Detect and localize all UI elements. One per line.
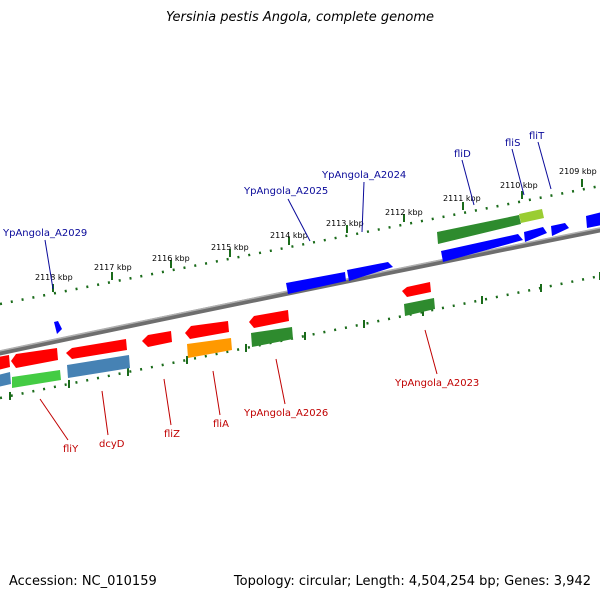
gene-arrow-fliD-2[interactable] xyxy=(437,215,521,244)
kbp-label: 2114 kbp xyxy=(270,231,308,240)
gene-arrow-A2026-green[interactable] xyxy=(251,327,293,347)
gene-label[interactable]: YpAngola_A2025 xyxy=(243,186,328,197)
gene-label[interactable]: fliS xyxy=(505,138,520,149)
kbp-label: 2115 kbp xyxy=(211,243,249,252)
gene-arrow-dcyD-red[interactable] xyxy=(66,339,127,359)
forward-gene-arrows xyxy=(54,212,600,334)
gene-arrow-fliS[interactable] xyxy=(524,227,547,242)
gene-label[interactable]: dcyD xyxy=(99,439,125,450)
gene-arrow-dcyD-steel[interactable] xyxy=(67,355,130,378)
accession-text: Accession: NC_010159 xyxy=(9,574,157,589)
gene-label[interactable]: YpAngola_A2029 xyxy=(2,228,87,239)
leader-dcyD xyxy=(101,390,109,436)
map-title: Yersinia pestis Angola, complete genome xyxy=(166,10,434,25)
gene-arrow-fliA-orange[interactable] xyxy=(187,338,232,358)
kbp-label: 2118 kbp xyxy=(35,273,73,282)
leader-A2026 xyxy=(275,358,286,405)
kbp-label: 2112 kbp xyxy=(385,208,423,217)
leader-A2029 xyxy=(44,239,54,290)
forward-green-genes xyxy=(437,209,544,244)
gene-arrow-A2026-red[interactable] xyxy=(249,310,289,328)
gene-arrow-A2025[interactable] xyxy=(286,272,346,294)
gene-arrow-A2023-red[interactable] xyxy=(402,282,431,297)
leader-fliT xyxy=(537,141,552,190)
kbp-label: 2110 kbp xyxy=(500,181,538,190)
gene-arrow-fliA-red[interactable] xyxy=(185,321,229,339)
leader-fliZ xyxy=(163,378,172,426)
gene-label[interactable]: fliZ xyxy=(164,429,180,440)
leader-A2023 xyxy=(424,329,438,375)
gene-arrow-fliY-green[interactable] xyxy=(12,370,61,388)
leader-fliS xyxy=(511,148,525,196)
gene-label[interactable]: YpAngola_A2026 xyxy=(243,408,328,419)
kbp-label: 2117 kbp xyxy=(94,263,132,272)
kbp-label: 2116 kbp xyxy=(152,254,190,263)
leader-fliY xyxy=(39,398,69,441)
gene-arrow-rev-edge1[interactable] xyxy=(0,355,10,370)
reverse-gene-labels: fliY dcyD fliZ fliA YpAngola_A2026 YpAng… xyxy=(63,378,479,455)
gene-label[interactable]: YpAngola_A2024 xyxy=(321,170,406,181)
gene-label[interactable]: fliD xyxy=(454,149,471,160)
kbp-label: 2113 kbp xyxy=(326,219,364,228)
gene-arrow-A2029[interactable] xyxy=(54,321,62,334)
kbp-label: 2111 kbp xyxy=(443,194,481,203)
genome-summary-text: Topology: circular; Length: 4,504,254 bp… xyxy=(233,574,591,589)
gene-label[interactable]: fliT xyxy=(529,131,545,142)
gene-arrow-rev-edge2[interactable] xyxy=(0,372,11,387)
leader-A2024 xyxy=(361,181,365,233)
gene-arrow-fliT[interactable] xyxy=(551,223,569,236)
label-leaders xyxy=(39,141,552,441)
leader-fliA xyxy=(212,370,221,416)
gene-label[interactable]: YpAngola_A2023 xyxy=(394,378,479,389)
leader-fliD xyxy=(461,159,475,206)
gene-arrow-fliY-red[interactable] xyxy=(11,348,58,368)
chromosome-backbone-highlight xyxy=(0,227,600,352)
reverse-scale-track xyxy=(0,274,600,400)
gene-arrow-fliZ[interactable] xyxy=(142,331,172,347)
kbp-labels: 2109 kbp 2110 kbp 2111 kbp 2112 kbp 2113 kbp… xyxy=(35,167,597,282)
kbp-ticks xyxy=(52,179,583,292)
gene-arrow-edge[interactable] xyxy=(586,212,600,228)
reverse-gene-arrows xyxy=(0,282,435,388)
gene-arrow-A2023-green[interactable] xyxy=(404,298,435,316)
kbp-label: 2109 kbp xyxy=(559,167,597,176)
forward-gene-labels: YpAngola_A2029 YpAngola_A2025 YpAngola_A… xyxy=(2,131,545,239)
gene-arrow-A2024[interactable] xyxy=(347,262,393,281)
gene-arrow-fliS-2[interactable] xyxy=(519,209,544,223)
gene-label[interactable]: fliA xyxy=(213,419,229,430)
chromosome-backbone xyxy=(0,227,600,356)
gene-label[interactable]: fliY xyxy=(63,444,79,455)
leader-A2025 xyxy=(287,198,311,242)
gene-arrow-fliD-1[interactable] xyxy=(441,234,523,262)
